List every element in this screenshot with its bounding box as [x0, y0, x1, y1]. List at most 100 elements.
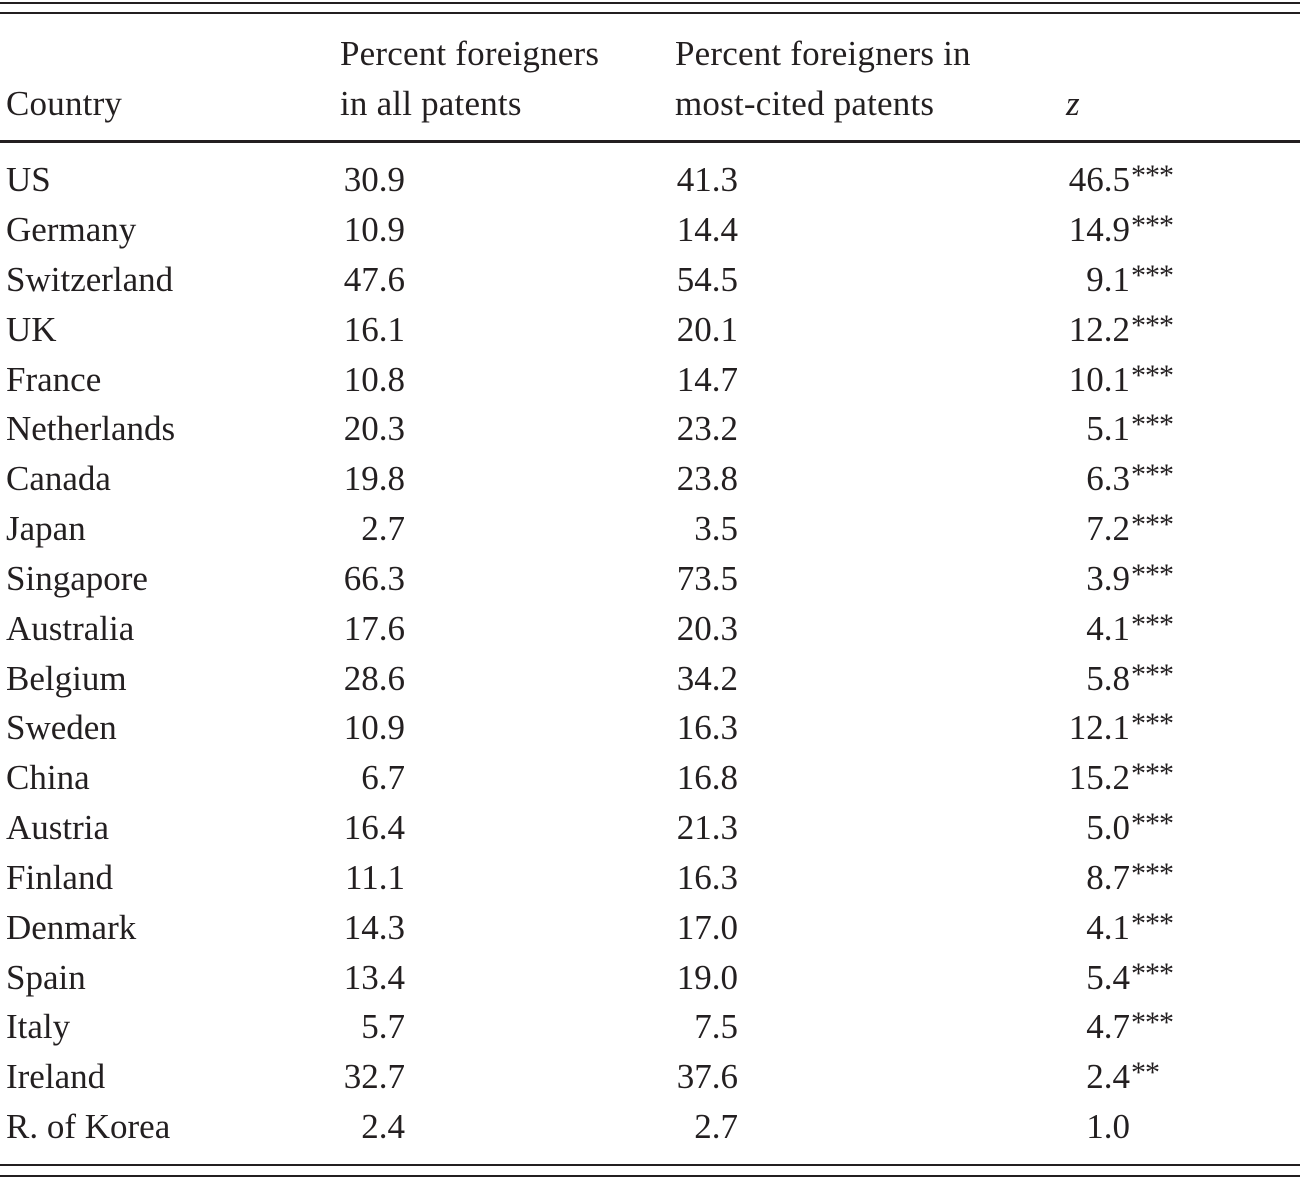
- cell-country: US: [6, 160, 51, 199]
- significance-stars: ***: [1131, 209, 1174, 242]
- top-rule-outer: [0, 2, 1300, 4]
- cell-cited-patents: 20.3: [676, 609, 738, 648]
- bottom-rule-inner: [0, 1164, 1300, 1166]
- cell-z: 46.5: [1068, 160, 1130, 199]
- cell-z: 5.1: [1086, 409, 1130, 448]
- table-row: Finland 11.1 16.3 8.7 ***: [0, 853, 1305, 903]
- cell-country: Austria: [6, 808, 110, 847]
- cell-all-patents: 19.8: [343, 459, 405, 498]
- table-row: Denmark 14.3 17.0 4.1 ***: [0, 903, 1305, 953]
- significance-stars: ***: [1131, 807, 1174, 840]
- significance-stars: ***: [1131, 658, 1174, 691]
- table-row: Austria 16.4 21.3 5.0 ***: [0, 803, 1305, 853]
- cell-country: Switzerland: [6, 260, 174, 299]
- cell-z: 1.0: [1086, 1107, 1130, 1146]
- cell-country: China: [6, 758, 90, 797]
- cell-z: 5.4: [1086, 958, 1130, 997]
- cell-all-patents: 30.9: [343, 160, 405, 199]
- cell-country: Ireland: [6, 1057, 106, 1096]
- cell-country: UK: [6, 310, 57, 349]
- significance-stars: ***: [1131, 359, 1174, 392]
- table-row: Canada 19.8 23.8 6.3 ***: [0, 454, 1305, 504]
- cell-country: Italy: [6, 1007, 71, 1046]
- cell-cited-patents: 14.7: [676, 360, 738, 399]
- cell-z: 15.2: [1068, 758, 1130, 797]
- cell-z: 5.8: [1086, 659, 1130, 698]
- significance-stars: ***: [1131, 259, 1174, 292]
- significance-stars: **: [1131, 1056, 1160, 1089]
- significance-stars: ***: [1131, 608, 1174, 641]
- cell-cited-patents: 21.3: [676, 808, 738, 847]
- significance-stars: ***: [1131, 907, 1174, 940]
- table-row: Switzerland 47.6 54.5 9.1 ***: [0, 255, 1305, 305]
- cell-all-patents: 66.3: [343, 559, 405, 598]
- cell-z: 8.7: [1086, 858, 1130, 897]
- header-rule: [0, 140, 1300, 143]
- cell-cited-patents: 34.2: [676, 659, 738, 698]
- table-row: Belgium 28.6 34.2 5.8 ***: [0, 654, 1305, 704]
- cell-all-patents: 47.6: [343, 260, 405, 299]
- cell-z: 9.1: [1086, 260, 1130, 299]
- header-cited-patents-line1: Percent foreigners in: [675, 34, 971, 73]
- cell-cited-patents: 2.7: [694, 1107, 738, 1146]
- table-row: Ireland 32.7 37.6 2.4 **: [0, 1052, 1305, 1102]
- cell-z: 4.1: [1086, 609, 1130, 648]
- cell-cited-patents: 73.5: [676, 559, 738, 598]
- cell-country: Singapore: [6, 559, 148, 598]
- significance-stars: ***: [1131, 857, 1174, 890]
- cell-all-patents: 10.9: [343, 210, 405, 249]
- cell-cited-patents: 20.1: [676, 310, 738, 349]
- significance-stars: ***: [1131, 1006, 1174, 1039]
- cell-cited-patents: 14.4: [676, 210, 738, 249]
- cell-z: 4.7: [1086, 1007, 1130, 1046]
- cell-all-patents: 20.3: [343, 409, 405, 448]
- cell-country: Germany: [6, 210, 137, 249]
- cell-cited-patents: 16.3: [676, 708, 738, 747]
- header-all-patents-line2: in all patents: [340, 84, 522, 123]
- table-row: Italy 5.7 7.5 4.7 ***: [0, 1002, 1305, 1052]
- cell-cited-patents: 54.5: [676, 260, 738, 299]
- cell-all-patents: 2.7: [361, 509, 405, 548]
- cell-all-patents: 11.1: [345, 858, 405, 897]
- significance-stars: ***: [1131, 757, 1174, 790]
- significance-stars: ***: [1131, 558, 1174, 591]
- table-row: Singapore 66.3 73.5 3.9 ***: [0, 554, 1305, 604]
- cell-cited-patents: 41.3: [676, 160, 738, 199]
- header-cited-patents-line2: most-cited patents: [675, 84, 935, 123]
- cell-cited-patents: 7.5: [694, 1007, 738, 1046]
- cell-cited-patents: 23.2: [676, 409, 738, 448]
- cell-z: 12.1: [1068, 708, 1130, 747]
- cell-all-patents: 16.4: [343, 808, 405, 847]
- table-row: Netherlands 20.3 23.2 5.1 ***: [0, 404, 1305, 454]
- significance-stars: ***: [1131, 309, 1174, 342]
- cell-all-patents: 13.4: [343, 958, 405, 997]
- cell-cited-patents: 23.8: [676, 459, 738, 498]
- cell-all-patents: 16.1: [343, 310, 405, 349]
- cell-z: 7.2: [1086, 509, 1130, 548]
- cell-country: Spain: [6, 958, 86, 997]
- cell-country: Australia: [6, 609, 135, 648]
- table-row: Australia 17.6 20.3 4.1 ***: [0, 604, 1305, 654]
- header-z: z: [1066, 84, 1080, 123]
- cell-z: 14.9: [1068, 210, 1130, 249]
- table-row: France 10.8 14.7 10.1 ***: [0, 355, 1305, 405]
- cell-country: Japan: [6, 509, 86, 548]
- cell-cited-patents: 3.5: [694, 509, 738, 548]
- cell-all-patents: 5.7: [361, 1007, 405, 1046]
- cell-cited-patents: 16.3: [676, 858, 738, 897]
- top-rule-inner: [0, 12, 1300, 14]
- cell-all-patents: 17.6: [343, 609, 405, 648]
- cell-cited-patents: 37.6: [676, 1057, 738, 1096]
- table-row: Japan 2.7 3.5 7.2 ***: [0, 504, 1305, 554]
- cell-cited-patents: 19.0: [676, 958, 738, 997]
- cell-z: 5.0: [1086, 808, 1130, 847]
- cell-all-patents: 6.7: [361, 758, 405, 797]
- cell-all-patents: 28.6: [343, 659, 405, 698]
- table-row: Spain 13.4 19.0 5.4 ***: [0, 953, 1305, 1003]
- cell-cited-patents: 16.8: [676, 758, 738, 797]
- cell-country: Denmark: [6, 908, 137, 947]
- cell-z: 2.4: [1086, 1057, 1130, 1096]
- cell-z: 4.1: [1086, 908, 1130, 947]
- cell-country: Sweden: [6, 708, 117, 747]
- significance-stars: ***: [1131, 458, 1174, 491]
